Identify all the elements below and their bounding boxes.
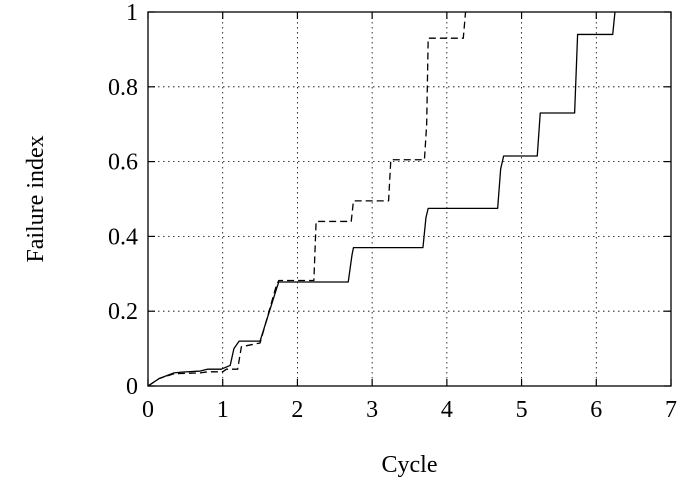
x-tick-label: 2 bbox=[291, 397, 303, 423]
series-line-solid bbox=[147, 11, 616, 387]
x-tick-label: 3 bbox=[366, 397, 378, 423]
y-axis-label: Failure index bbox=[23, 135, 49, 262]
y-tick-label: 0.4 bbox=[108, 224, 138, 250]
x-axis-label: Cycle bbox=[382, 452, 438, 478]
y-tick-label: 0 bbox=[126, 374, 138, 400]
x-tick-label: 4 bbox=[441, 397, 453, 423]
ticks bbox=[147, 11, 672, 387]
grid bbox=[148, 12, 671, 386]
plot-frame bbox=[147, 11, 672, 387]
x-tick-label: 0 bbox=[142, 397, 154, 423]
x-tick-label: 6 bbox=[590, 397, 602, 423]
y-tick-label: 0.2 bbox=[108, 299, 138, 325]
x-tick-label: 5 bbox=[516, 397, 528, 423]
y-tick-label: 1 bbox=[126, 0, 138, 26]
series-layer bbox=[147, 11, 616, 387]
x-tick-label: 1 bbox=[217, 397, 229, 423]
tick-labels: 0 1 2 3 4 5 6 7 0 0.2 0.4 0.6 0.8 1 bbox=[108, 0, 677, 423]
x-tick-label: 7 bbox=[665, 397, 677, 423]
y-tick-label: 0.6 bbox=[108, 150, 138, 176]
y-tick-label: 0.8 bbox=[108, 75, 138, 101]
series-line-dashed bbox=[147, 11, 467, 387]
